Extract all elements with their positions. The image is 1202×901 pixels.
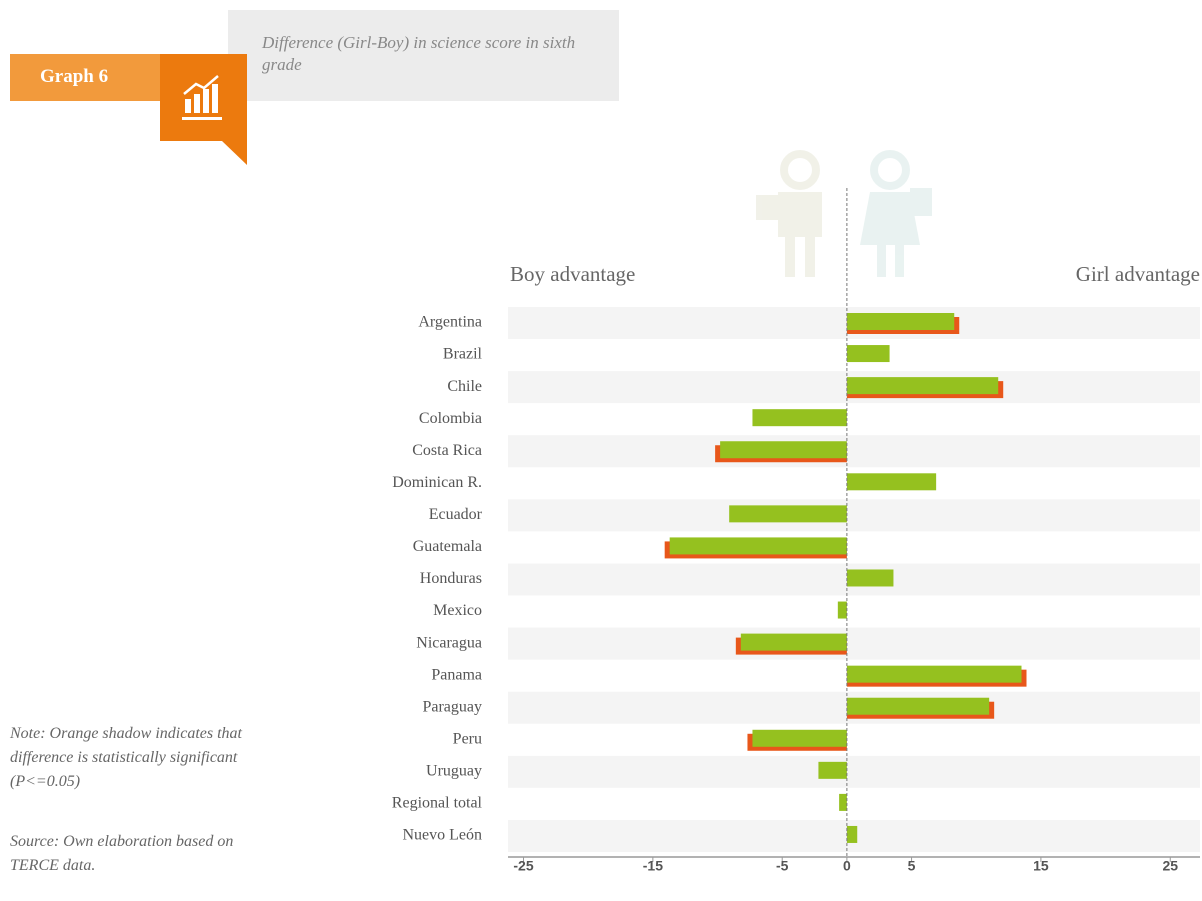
category-label: Chile [447,378,482,395]
subtitle: Difference (Girl-Boy) in science score i… [262,33,576,74]
bar [846,697,990,715]
figures [756,150,932,277]
x-tick-label: 15 [1033,858,1049,874]
category-label: Costa Rica [412,442,482,459]
category-label: Guatemala [413,538,482,555]
x-tick-label: 0 [843,858,851,874]
bar [740,633,847,651]
bar [752,729,847,747]
left-label: Boy advantage [510,262,635,286]
category-label: Honduras [420,570,482,587]
category-label: Brazil [443,346,483,363]
category-label: Dominican R. [392,474,482,491]
category-label: Ecuador [429,506,483,523]
x-tick-label: -5 [776,858,789,874]
bar [752,409,847,427]
bar [837,601,847,619]
category-label: Argentina [418,314,482,331]
row-band [508,755,1200,788]
category-label: Peru [453,730,482,747]
bar [846,825,858,843]
category-label: Nicaragua [416,634,482,651]
category-label: Regional total [392,795,483,812]
category-label: Uruguay [426,763,482,780]
subtitle-box [228,10,619,101]
row-band [508,435,1200,468]
source: Source: Own elaboration based on TERCE d… [10,833,234,874]
bar [818,761,847,779]
bar [839,793,847,811]
x-tick-label: 5 [908,858,916,874]
bar [669,537,847,555]
row-band [508,627,1200,660]
bar [846,569,894,587]
x-tick-label: -15 [643,858,663,874]
x-tick-label: -25 [513,858,533,874]
category-label: Mexico [433,602,482,619]
graph-label-box [10,54,160,101]
bar [846,313,955,330]
graph-label: Graph 6 [40,66,109,87]
category-label: Panama [431,666,482,683]
category-label: Paraguay [422,698,482,715]
bar [846,473,937,491]
bar [846,377,999,395]
bar [729,505,847,523]
bar [846,345,890,363]
bar [846,665,1022,683]
category-label: Colombia [419,410,482,427]
row-band [508,499,1200,532]
x-tick-label: 25 [1162,858,1178,874]
right-label: Girl advantage [1076,262,1200,286]
note: Note: Orange shadow indicates that diffe… [10,725,242,790]
graph-icon [160,54,247,165]
bar [720,441,847,459]
category-label: Nuevo León [402,827,482,844]
